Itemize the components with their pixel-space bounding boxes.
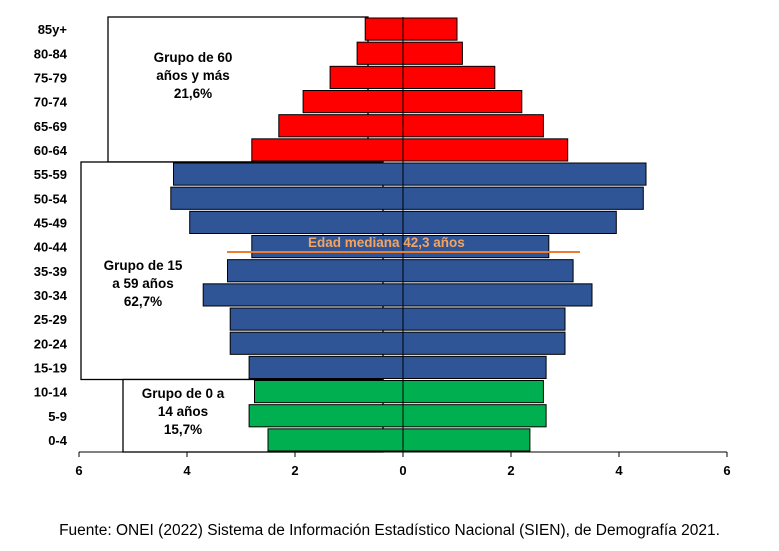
bar-left-5-9 [248,404,404,428]
bar-right-20-24 [402,331,566,355]
bar-left-55-59 [173,162,404,186]
bar-left-80-84 [356,41,404,65]
category-label-5-9: 5-9 [48,409,67,424]
x-tick-label-5: 4 [615,463,623,478]
bar-right-55-59 [402,162,647,186]
population-pyramid-chart: 0-4 5-9 10-14 15-19 20-24 25-29 30-34 35-39 40-4… [34,16,731,478]
bar-right-80-84 [402,41,463,65]
group-label-2-line-0: Grupo de 0 a [142,386,225,401]
bar-left-70-74 [302,90,404,114]
category-label-0-4: 0-4 [48,433,68,448]
group-label-2-line-2: 15,7% [164,422,202,437]
bar-left-35-39 [227,259,404,283]
group-label-1-line-2: 62,7% [124,294,162,309]
x-tick-label-2: 2 [291,463,298,478]
category-label-45-49: 45-49 [34,215,67,230]
category-label-85y+: 85y+ [38,22,68,37]
group-label-1-line-1: a 59 años [112,276,174,291]
bar-right-65-69 [402,114,544,138]
category-label-50-54: 50-54 [34,191,68,206]
category-label-70-74: 70-74 [34,95,68,110]
bar-left-65-69 [278,114,404,138]
category-label-65-69: 65-69 [34,119,67,134]
x-tick-label-6: 6 [723,463,730,478]
x-tick-label-3: 0 [399,463,406,478]
bar-left-0-4 [267,428,404,452]
bar-left-75-79 [329,65,404,90]
group-label-2-line-1: 14 años [158,404,208,419]
bar-left-10-14 [254,380,404,404]
bar-right-50-54 [402,186,644,210]
x-tick-label-1: 4 [183,463,191,478]
median-label: Edad mediana 42,3 años [308,235,465,250]
bar-right-35-39 [402,259,574,283]
bar-left-15-19 [248,355,404,380]
category-label-15-19: 15-19 [34,360,67,375]
bar-left-85y+ [364,17,404,41]
category-label-80-84: 80-84 [34,46,68,61]
bar-right-15-19 [402,355,547,380]
category-label-35-39: 35-39 [34,264,67,279]
bar-right-30-34 [402,283,593,307]
category-label-10-14: 10-14 [34,385,68,400]
bar-right-5-9 [402,404,547,428]
group-box-0 [107,16,369,163]
category-label-40-44: 40-44 [34,240,68,255]
category-label-20-24: 20-24 [34,336,68,351]
group-label-0-line-2: 21,6% [174,86,212,101]
source-caption: Fuente: ONEI (2022) Sistema de Informaci… [59,522,720,539]
bar-left-45-49 [189,210,404,234]
bar-left-50-54 [170,186,404,210]
category-label-25-29: 25-29 [34,312,67,327]
group-label-1-line-0: Grupo de 15 [104,258,183,273]
bar-left-20-24 [229,331,404,355]
bar-right-85y+ [402,17,458,41]
category-label-75-79: 75-79 [34,70,67,85]
bar-right-70-74 [402,90,523,114]
bar-right-75-79 [402,65,496,90]
category-label-60-64: 60-64 [34,143,68,158]
category-label-30-34: 30-34 [34,288,68,303]
bar-left-30-34 [202,283,404,307]
category-label-55-59: 55-59 [34,167,67,182]
bar-right-60-64 [402,138,569,162]
group-label-0-line-1: años y más [156,68,230,83]
bar-right-0-4 [402,428,531,452]
x-tick-label-4: 2 [507,463,514,478]
x-tick-label-0: 6 [75,463,82,478]
bar-right-25-29 [402,307,566,331]
bar-left-60-64 [251,138,404,162]
bar-right-10-14 [402,380,544,404]
bar-left-25-29 [229,307,404,331]
bar-right-45-49 [402,210,617,234]
group-label-0-line-0: Grupo de 60 [154,50,233,65]
